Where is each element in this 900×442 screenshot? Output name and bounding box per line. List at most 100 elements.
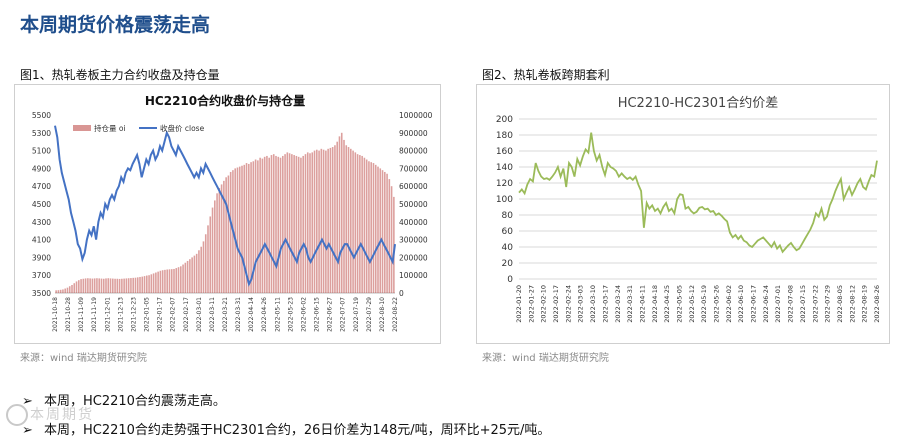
figure2-caption: 图2、热轧卷板跨期套利 — [482, 68, 610, 82]
y-left-tick-label: 5100 — [32, 147, 51, 156]
page-title: 本周期货价格震荡走高 — [20, 14, 211, 36]
oi-bar — [381, 170, 384, 293]
oi-bar — [361, 155, 363, 293]
oi-bar — [204, 234, 207, 293]
x-tick-label: 2022-04-11 — [638, 285, 646, 323]
oi-bar — [73, 283, 76, 293]
oi-bar — [393, 196, 395, 293]
watermark-logo-icon — [6, 404, 28, 426]
legend-close-label: 收盘价 close — [160, 123, 205, 133]
oi-bar — [218, 187, 221, 293]
oi-bar — [377, 166, 379, 293]
oi-bar — [345, 145, 348, 293]
oi-bar — [250, 162, 252, 293]
oi-bar — [157, 271, 159, 293]
x-tick-label: 2021-11-19 — [91, 297, 98, 332]
oi-bar — [322, 149, 325, 293]
oi-bar — [268, 157, 270, 293]
oi-bar — [98, 278, 100, 293]
oi-bar — [279, 157, 282, 293]
figure2-source: 来源：wind 瑞达期货研究院 — [482, 353, 609, 364]
oi-bar — [284, 154, 286, 293]
x-tick-label: 2022-01-17 — [157, 297, 164, 332]
oi-bar — [325, 150, 327, 293]
y-right-tick-label: 700000 — [399, 164, 428, 173]
x-tick-label: 2022-03-03 — [577, 285, 585, 323]
oi-bar — [180, 266, 182, 293]
y-right-tick-label: 1000000 — [399, 111, 433, 120]
oi-bar — [105, 278, 107, 293]
x-tick-label: 2022-01-05 — [144, 297, 151, 332]
oi-bar — [329, 147, 332, 293]
oi-bar — [368, 161, 370, 293]
oi-bar — [198, 250, 200, 293]
x-tick-label: 2022-08-12 — [848, 285, 856, 323]
x-tick-label: 2022-07-15 — [799, 285, 807, 323]
oi-bar — [327, 148, 329, 293]
x-tick-label: 2022-08-19 — [861, 285, 869, 323]
oi-bar — [257, 160, 259, 293]
x-tick-label: 2022-04-14 — [248, 297, 255, 332]
oi-bar — [363, 157, 366, 293]
oi-bar — [118, 278, 121, 293]
x-tick-label: 2021-12-01 — [104, 297, 111, 332]
x-tick-label: 2022-01-20 — [515, 285, 523, 323]
oi-bar — [302, 155, 304, 293]
oi-bar — [84, 278, 87, 293]
oi-bar — [275, 155, 277, 293]
oi-bar — [236, 167, 239, 293]
oi-bar — [295, 155, 298, 293]
y-tick-label: 140 — [496, 163, 513, 173]
oi-bar — [272, 154, 275, 293]
oi-bar — [146, 275, 148, 293]
oi-bar — [139, 276, 141, 293]
x-tick-label: 2021-10-18 — [52, 297, 59, 332]
oi-bar — [150, 274, 153, 293]
oi-bar — [313, 150, 316, 293]
oi-bar — [134, 277, 137, 293]
y-tick-label: 200 — [496, 115, 513, 125]
y-right-tick-label: 500000 — [399, 200, 428, 209]
oi-bar — [282, 155, 284, 293]
x-tick-label: 2022-05-11 — [274, 297, 281, 332]
oi-bar — [202, 241, 205, 293]
oi-bar — [200, 246, 202, 293]
x-tick-label: 2022-06-27 — [327, 297, 334, 332]
x-tick-label: 2022-07-01 — [774, 285, 782, 323]
oi-bar — [168, 269, 171, 293]
y-tick-label: 60 — [502, 227, 514, 237]
oi-bar — [214, 200, 216, 293]
x-tick-label: 2022-02-07 — [170, 297, 177, 332]
oi-bar — [116, 278, 119, 293]
x-tick-label: 2021-10-28 — [65, 297, 72, 332]
x-tick-label: 2022-03-31 — [235, 297, 242, 332]
oi-bar — [300, 157, 302, 293]
oi-bar — [340, 132, 343, 293]
y-left-tick-label: 5300 — [32, 129, 51, 138]
x-tick-label: 2022-02-10 — [540, 285, 548, 323]
y-right-tick-label: 100000 — [399, 271, 428, 280]
x-tick-label: 2022-06-10 — [737, 285, 745, 323]
x-tick-label: 2022-02-17 — [552, 285, 560, 323]
oi-bar — [379, 168, 382, 293]
x-tick-label: 2022-08-26 — [873, 285, 881, 323]
oi-bar — [177, 267, 180, 293]
oi-bar — [352, 150, 354, 293]
oi-bar — [220, 184, 223, 293]
x-tick-label: 2022-02-24 — [564, 285, 572, 323]
oi-bar — [254, 159, 257, 293]
oi-bar — [223, 180, 225, 293]
y-tick-label: 80 — [502, 211, 514, 221]
oi-bar — [148, 275, 150, 293]
oi-bar — [64, 288, 66, 293]
x-tick-label: 2022-06-02 — [725, 285, 733, 323]
oi-bar — [241, 165, 243, 293]
oi-bar — [311, 152, 314, 293]
y-right-tick-label: 200000 — [399, 253, 428, 262]
x-tick-label: 2022-03-24 — [614, 285, 622, 323]
oi-bar — [159, 270, 162, 293]
oi-bar — [229, 171, 232, 293]
oi-bar — [186, 260, 189, 293]
x-tick-label: 2022-06-02 — [300, 297, 307, 332]
oi-bar — [336, 141, 338, 293]
